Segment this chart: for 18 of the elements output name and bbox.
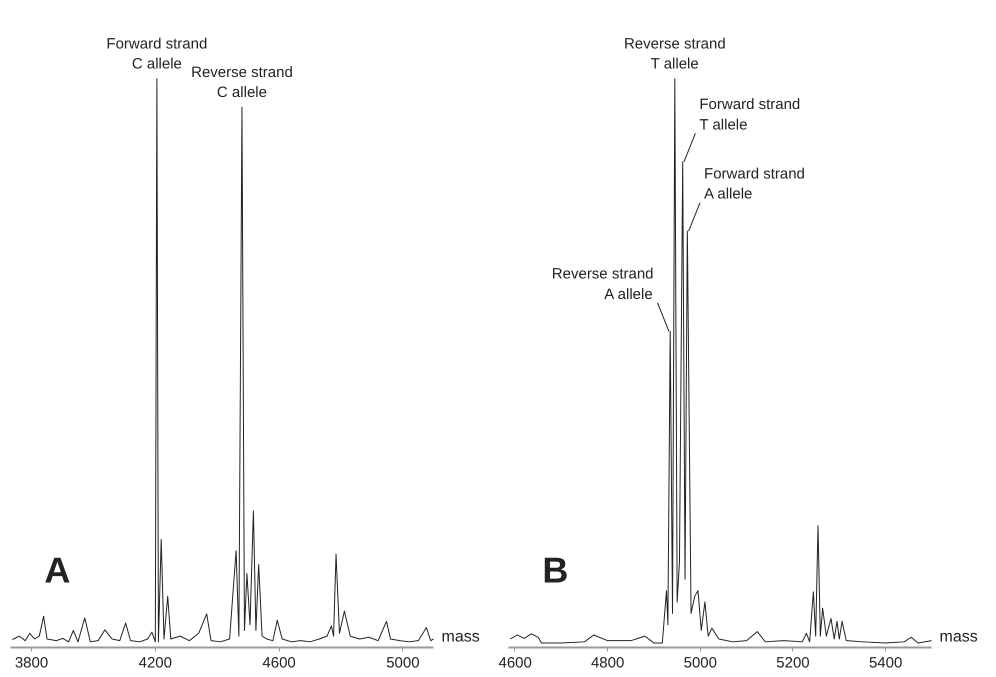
x-tick-label: 5400 — [868, 654, 902, 672]
annotation: Forward strand A allele — [704, 165, 805, 203]
x-tick-label: 5000 — [386, 654, 420, 672]
annotation: Reverse strand A allele — [552, 265, 654, 303]
annotation: A — [44, 550, 70, 591]
x-tick-label: 5000 — [684, 654, 718, 672]
x-axis-title: mass — [940, 628, 978, 646]
annotation: Forward strand T allele — [699, 96, 800, 134]
x-tick-label: 4200 — [138, 654, 172, 672]
annotation: Reverse strand T allele — [624, 35, 726, 73]
x-tick-label: 4600 — [498, 654, 532, 672]
x-tick-label: 4800 — [590, 654, 624, 672]
x-tick-label: 5200 — [776, 654, 810, 672]
x-axis-title: mass — [442, 628, 480, 646]
x-tick-label: 4600 — [262, 654, 296, 672]
x-tick-label: 3800 — [14, 654, 48, 672]
annotation: B — [542, 550, 568, 591]
annotation: Reverse strand C allele — [191, 64, 293, 102]
